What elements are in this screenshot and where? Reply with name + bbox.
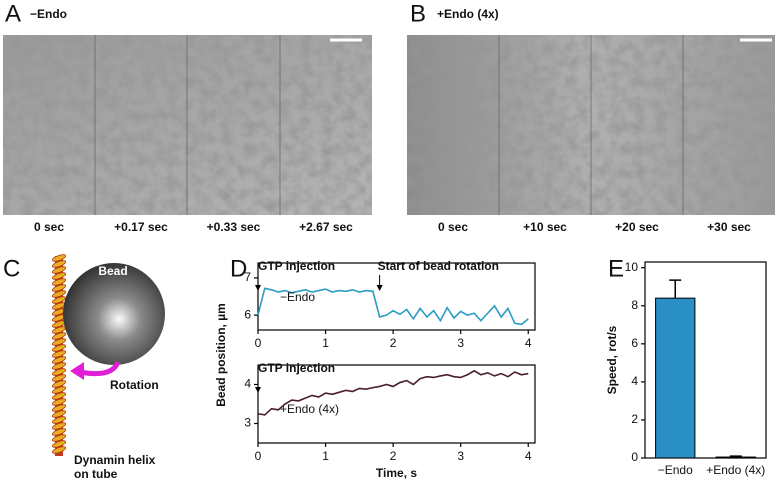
helix-turn <box>51 332 67 340</box>
helix-turn <box>51 386 67 394</box>
helix-turn <box>51 260 67 268</box>
error-bar <box>669 279 682 299</box>
annotation-arrowhead <box>255 285 261 291</box>
helix-turn <box>51 368 67 376</box>
helix-turn <box>51 434 67 442</box>
time-label: 0 sec <box>438 220 468 234</box>
x-tick-label: 1 <box>322 449 329 463</box>
y-tick-label: 6 <box>631 336 638 350</box>
error-bar <box>729 455 742 458</box>
rotation-arrow <box>79 360 121 377</box>
annotation-arrowhead <box>376 285 383 291</box>
panel-title: +Endo (4x) <box>437 7 499 21</box>
helix-turn <box>51 440 67 448</box>
helix-turn <box>51 278 67 286</box>
time-label: +0.17 sec <box>114 220 168 234</box>
plot-frame <box>644 261 767 459</box>
helix-turn <box>51 428 67 436</box>
panel-letter: A <box>5 0 21 27</box>
helix-turn <box>51 296 67 304</box>
y-tick-label: 2 <box>631 412 638 426</box>
panel-title: −Endo <box>30 7 67 21</box>
dynamin-helix <box>51 254 67 456</box>
x-tick-label: 3 <box>457 449 464 463</box>
helix-turn <box>51 446 67 454</box>
panel-letter: C <box>3 255 20 282</box>
rotation-arrowhead <box>70 362 84 380</box>
helix-turn <box>51 380 67 388</box>
helix-turn <box>51 410 67 418</box>
bead <box>63 263 165 365</box>
y-axis-label: Bead position, µm <box>214 303 228 407</box>
helix-turn <box>51 404 67 412</box>
x-tick-label: +Endo (4x) <box>706 463 765 477</box>
y-tick-label: 8 <box>631 298 638 312</box>
x-tick-label: −Endo <box>658 463 693 477</box>
x-axis-label: Time, s <box>376 466 417 480</box>
helix-turn <box>51 350 67 358</box>
helix-turn <box>51 266 67 274</box>
rotation-label: Rotation <box>110 378 159 392</box>
helix-turn <box>51 392 67 400</box>
bar <box>655 297 696 459</box>
annotation: Start of bead rotation <box>378 259 499 273</box>
y-tick-label: 4 <box>631 374 638 388</box>
y-axis-label: Speed, rot/s <box>605 325 619 394</box>
micrographs <box>3 35 775 215</box>
helix-turn <box>51 362 67 370</box>
helix-turn <box>51 284 67 292</box>
time-label: +0.33 sec <box>207 220 261 234</box>
time-label: +30 sec <box>707 220 751 234</box>
x-tick-label: 2 <box>390 449 397 463</box>
y-tick-label: 4 <box>244 377 251 391</box>
helix-turn <box>51 398 67 406</box>
y-tick-label: 3 <box>244 416 251 430</box>
time-label: +2.67 sec <box>299 220 353 234</box>
x-tick-label: 0 <box>255 449 262 463</box>
x-tick-label: 1 <box>322 336 329 350</box>
data-line <box>257 369 529 416</box>
x-tick-label: 0 <box>255 336 262 350</box>
x-tick-label: 3 <box>457 336 464 350</box>
helix-turn <box>51 254 67 262</box>
x-tick-label: 2 <box>390 336 397 350</box>
panel-letter: D <box>230 255 247 282</box>
data-line <box>257 287 529 326</box>
series-label: +Endo (4x) <box>280 402 339 416</box>
y-tick-label: 0 <box>631 450 638 464</box>
helix-label: Dynamin helix <box>74 453 156 467</box>
helix-label: on tube <box>74 467 118 481</box>
plot-frame <box>257 262 536 331</box>
plot-frame <box>257 364 536 444</box>
annotation: GTP injection <box>258 259 335 273</box>
y-tick-label: 10 <box>625 260 639 274</box>
helix-turn <box>51 272 67 280</box>
x-tick-label: 4 <box>525 336 532 350</box>
helix-turn <box>51 422 67 430</box>
time-label: +20 sec <box>615 220 659 234</box>
series-label: −Endo <box>280 290 315 304</box>
helix-turn <box>51 290 67 298</box>
panel-letter: B <box>410 0 426 27</box>
time-label: 0 sec <box>34 220 64 234</box>
helix-turn <box>51 338 67 346</box>
time-label: +10 sec <box>523 220 567 234</box>
helix-turn <box>51 356 67 364</box>
y-tick-label: 6 <box>244 307 251 321</box>
y-tick-label: 7 <box>244 270 251 284</box>
helix-turn <box>51 344 67 352</box>
panel-letter: E <box>608 255 624 282</box>
bar <box>715 456 756 459</box>
x-tick-label: 4 <box>525 449 532 463</box>
helix-turn <box>51 374 67 382</box>
helix-turn <box>51 416 67 424</box>
bead-label: Bead <box>98 264 127 278</box>
annotation-arrowhead <box>255 387 261 393</box>
annotation: GTP injection <box>258 361 335 375</box>
